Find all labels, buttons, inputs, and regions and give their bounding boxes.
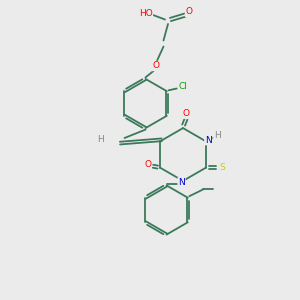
Text: O: O [182, 109, 190, 118]
Text: N: N [205, 136, 211, 145]
Text: H: H [214, 131, 220, 140]
Text: Cl: Cl [179, 82, 188, 91]
Text: HO: HO [139, 9, 152, 18]
Text: O: O [152, 61, 160, 70]
Text: O: O [185, 8, 193, 16]
Text: H: H [97, 135, 104, 144]
Text: N: N [178, 178, 185, 187]
Text: S: S [220, 163, 225, 172]
Text: O: O [144, 160, 151, 169]
